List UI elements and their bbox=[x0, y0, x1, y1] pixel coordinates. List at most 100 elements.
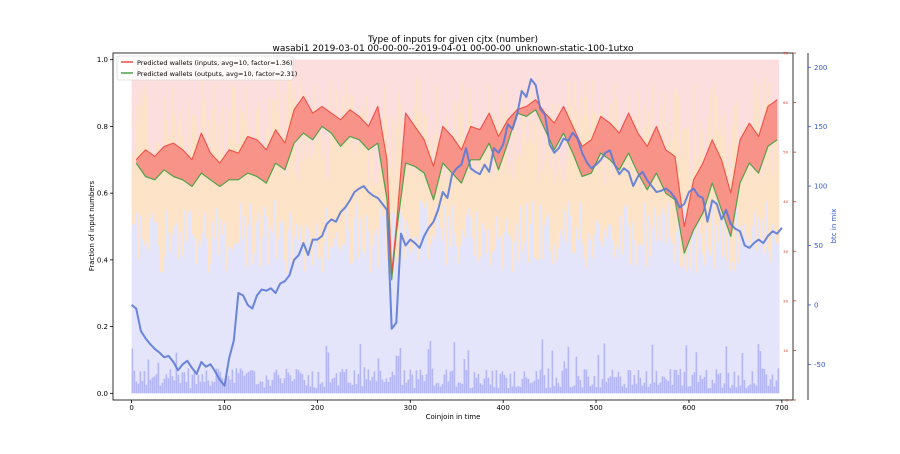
x-tick-label: 0 bbox=[129, 404, 133, 412]
bg-bar-blue bbox=[551, 350, 554, 394]
bg-bar-blue bbox=[357, 373, 360, 394]
bg-bar-orange bbox=[259, 159, 262, 267]
bg-bar-orange bbox=[723, 112, 726, 206]
bg-bar-blue bbox=[609, 376, 612, 394]
bg-bar-blue bbox=[401, 384, 404, 394]
bg-bar-blue bbox=[487, 377, 490, 394]
bg-bar-orange bbox=[573, 82, 576, 253]
bg-bar-lavender bbox=[249, 203, 252, 394]
bg-bar-lavender bbox=[305, 225, 308, 394]
bg-bar-lavender bbox=[431, 234, 434, 394]
bg-bar-blue bbox=[731, 384, 734, 394]
bg-bar-lavender bbox=[349, 263, 352, 394]
bg-bar-blue bbox=[595, 387, 598, 394]
bg-bar-blue bbox=[525, 377, 528, 394]
bg-bar-orange bbox=[597, 137, 600, 224]
bg-bar-lavender bbox=[573, 252, 576, 394]
bg-bar-blue bbox=[191, 374, 194, 394]
bg-bar-orange bbox=[537, 181, 540, 261]
bg-bar-orange bbox=[237, 144, 240, 243]
bg-bar-blue bbox=[349, 382, 352, 394]
bg-bar-orange bbox=[377, 171, 380, 269]
bg-bar-blue bbox=[539, 369, 542, 394]
bg-bar-lavender bbox=[233, 243, 236, 394]
bg-bar-blue bbox=[465, 370, 468, 394]
bg-bar-blue bbox=[737, 375, 740, 394]
bg-bar-lavender bbox=[607, 224, 610, 394]
bg-bar-orange bbox=[283, 92, 286, 262]
bg-bar-lavender bbox=[367, 230, 370, 394]
bg-bar-lavender bbox=[463, 237, 466, 394]
bg-bar-lavender bbox=[377, 268, 380, 394]
bg-bar-orange bbox=[539, 99, 542, 205]
bg-bar-blue bbox=[577, 375, 580, 394]
bg-bar-orange bbox=[777, 155, 780, 243]
bg-bar-lavender bbox=[585, 268, 588, 394]
bg-bar-orange bbox=[577, 144, 580, 240]
bg-bar-blue bbox=[763, 368, 766, 394]
bg-bar-orange bbox=[267, 97, 270, 265]
bg-bar-orange bbox=[275, 112, 278, 259]
bg-bar-lavender bbox=[507, 233, 510, 394]
bg-bar-orange bbox=[409, 158, 412, 254]
bg-bar-orange bbox=[495, 167, 498, 217]
bg-bar-lavender bbox=[169, 251, 172, 394]
bg-bar-blue bbox=[275, 369, 278, 394]
bg-bar-lavender bbox=[419, 200, 422, 394]
bg-bar-blue bbox=[301, 373, 304, 394]
bg-bar-blue bbox=[211, 381, 214, 394]
bg-bar-lavender bbox=[301, 245, 304, 394]
bg-bar-orange bbox=[147, 144, 150, 250]
bg-bar-lavender bbox=[267, 264, 270, 394]
bg-bar-blue bbox=[671, 384, 674, 394]
bg-bar-blue bbox=[441, 384, 444, 394]
bg-bar-blue bbox=[627, 370, 630, 394]
bg-bar-lavender bbox=[133, 223, 136, 394]
bg-bar-lavender bbox=[739, 225, 742, 394]
bg-bar-blue bbox=[295, 369, 298, 394]
bg-bar-blue bbox=[653, 382, 656, 394]
bg-bar-lavender bbox=[247, 225, 250, 394]
bg-bar-blue bbox=[285, 368, 288, 394]
bg-bar-lavender bbox=[439, 228, 442, 394]
bg-bar-blue bbox=[235, 368, 238, 394]
x-tick-label: 400 bbox=[496, 404, 509, 412]
bg-bar-blue bbox=[745, 388, 748, 394]
bg-bar-lavender bbox=[239, 203, 242, 394]
bg-bar-orange bbox=[175, 155, 178, 223]
bg-bar-lavender bbox=[559, 229, 562, 394]
bg-bar-orange bbox=[321, 156, 324, 272]
bg-bar-blue bbox=[435, 383, 438, 394]
bg-bar-orange bbox=[335, 89, 338, 232]
bg-bar-blue bbox=[379, 370, 382, 394]
bg-bar-blue bbox=[667, 380, 670, 394]
bg-bar-blue bbox=[209, 385, 212, 394]
bg-bar-blue bbox=[133, 370, 136, 394]
bg-bar-lavender bbox=[541, 258, 544, 394]
bg-bar-orange bbox=[451, 160, 454, 206]
bg-bar-lavender bbox=[143, 246, 146, 394]
bg-bar-orange bbox=[513, 105, 516, 242]
bg-bar-blue bbox=[395, 355, 398, 394]
bg-bar-orange bbox=[625, 149, 628, 205]
bg-bar-blue bbox=[187, 368, 190, 394]
bg-bar-orange bbox=[375, 183, 378, 230]
bg-bar-blue bbox=[581, 387, 584, 394]
bg-bar-lavender bbox=[227, 246, 230, 394]
bg-bar-lavender bbox=[135, 212, 138, 394]
bg-bar-orange bbox=[675, 87, 678, 232]
bg-bar-blue bbox=[503, 374, 506, 394]
bg-bar-orange bbox=[665, 164, 668, 244]
bg-bar-orange bbox=[611, 177, 614, 240]
bg-bar-lavender bbox=[661, 208, 664, 394]
bg-bar-orange bbox=[223, 156, 226, 224]
bg-bar-orange bbox=[485, 153, 488, 254]
bg-bar-orange bbox=[563, 184, 566, 211]
bg-bar-blue bbox=[363, 367, 366, 394]
bg-bar-blue bbox=[377, 358, 380, 394]
bg-bar-blue bbox=[513, 371, 516, 394]
bg-bar-blue bbox=[305, 385, 308, 394]
bg-bar-lavender bbox=[461, 229, 464, 394]
bg-bar-blue bbox=[221, 377, 224, 394]
bg-bar-blue bbox=[439, 386, 442, 394]
